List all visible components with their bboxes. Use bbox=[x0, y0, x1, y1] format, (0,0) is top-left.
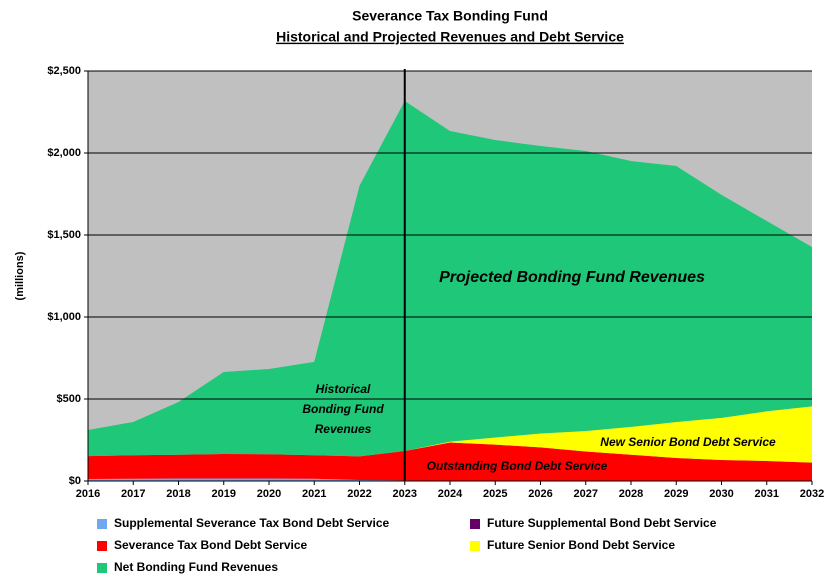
legend-label: Supplemental Severance Tax Bond Debt Ser… bbox=[114, 516, 390, 530]
x-tick-label: 2022 bbox=[347, 488, 371, 500]
chart-subtitle: Historical and Projected Revenues and De… bbox=[276, 29, 624, 45]
x-tick-label: 2021 bbox=[302, 488, 326, 500]
legend-swatch bbox=[97, 541, 107, 551]
area bbox=[88, 442, 812, 481]
annotation: Outstanding Bond Debt Service bbox=[427, 459, 608, 473]
annotation: Bonding Fund bbox=[302, 402, 384, 416]
x-tick-label: 2020 bbox=[257, 488, 281, 500]
legend-label: Net Bonding Fund Revenues bbox=[114, 560, 278, 574]
legend-swatch bbox=[470, 541, 480, 551]
x-tick-label: 2019 bbox=[212, 488, 236, 500]
legend-swatch bbox=[97, 519, 107, 529]
legend-swatch bbox=[97, 563, 107, 573]
area bbox=[88, 478, 812, 481]
x-tick-label: 2032 bbox=[800, 488, 824, 500]
x-tick-label: 2026 bbox=[528, 488, 552, 500]
x-tick-label: 2025 bbox=[483, 488, 507, 500]
x-tick-label: 2017 bbox=[121, 488, 145, 500]
y-tick-label: $1,500 bbox=[47, 229, 81, 241]
y-tick-label: $500 bbox=[57, 393, 81, 405]
area bbox=[88, 406, 812, 463]
y-axis-label: (millions) bbox=[14, 251, 26, 300]
annotation: Historical bbox=[316, 382, 371, 396]
x-tick-label: 2024 bbox=[438, 488, 463, 500]
x-tick-label: 2029 bbox=[664, 488, 688, 500]
x-tick-label: 2030 bbox=[709, 488, 733, 500]
y-tick-label: $2,000 bbox=[47, 147, 81, 159]
y-tick-label: $2,500 bbox=[47, 65, 81, 77]
x-tick-label: 2016 bbox=[76, 488, 100, 500]
y-tick-label: $0 bbox=[69, 475, 81, 487]
chart-title: Severance Tax Bonding Fund bbox=[352, 8, 548, 24]
legend-label: Future Senior Bond Debt Service bbox=[487, 538, 675, 552]
legend-label: Severance Tax Bond Debt Service bbox=[114, 538, 308, 552]
annotation: Revenues bbox=[315, 422, 372, 436]
area bbox=[88, 101, 812, 457]
legend-label: Future Supplemental Bond Debt Service bbox=[487, 516, 717, 530]
x-tick-label: 2028 bbox=[619, 488, 643, 500]
x-tick-label: 2018 bbox=[166, 488, 190, 500]
y-tick-label: $1,000 bbox=[47, 311, 81, 323]
x-tick-label: 2031 bbox=[755, 488, 779, 500]
legend-swatch bbox=[470, 519, 480, 529]
x-tick-label: 2027 bbox=[574, 488, 598, 500]
annotation: Projected Bonding Fund Revenues bbox=[439, 269, 705, 286]
annotation: New Senior Bond Debt Service bbox=[600, 435, 776, 449]
x-tick-label: 2023 bbox=[393, 488, 417, 500]
